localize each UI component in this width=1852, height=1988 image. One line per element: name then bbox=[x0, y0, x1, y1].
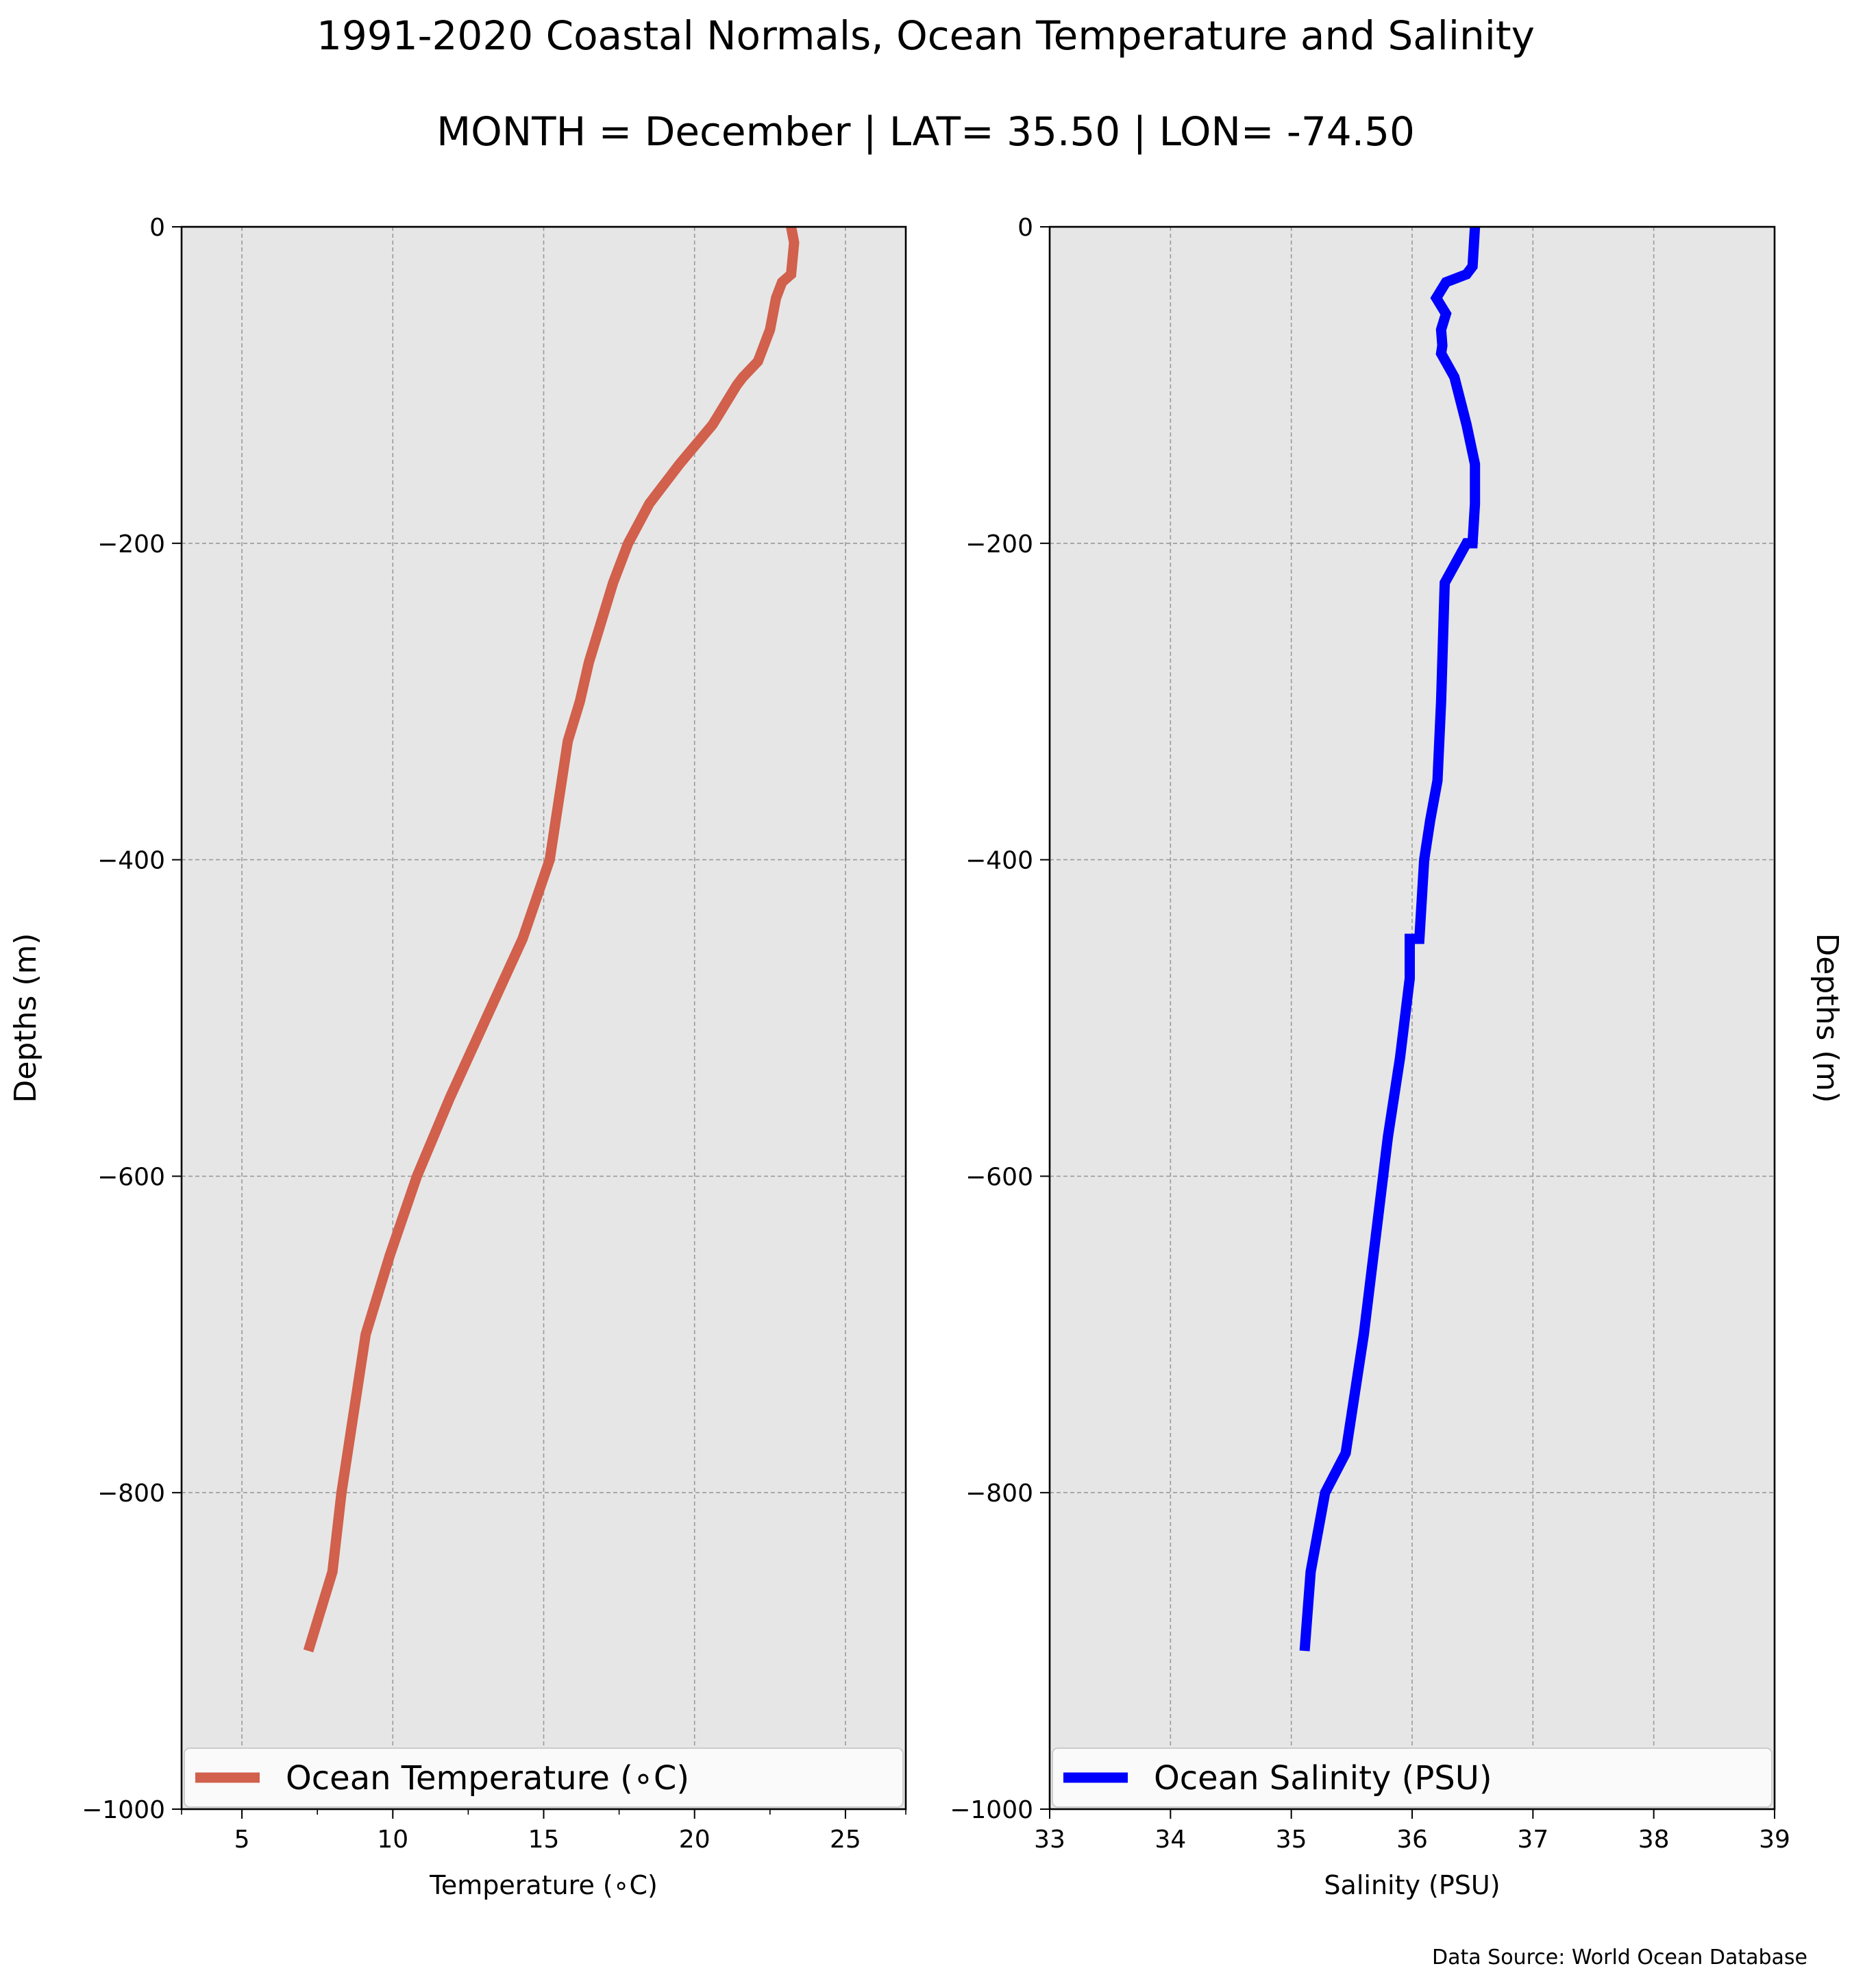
x-tick-label: 39 bbox=[1759, 1826, 1790, 1854]
series-line bbox=[303, 225, 800, 1653]
legend-box bbox=[184, 1747, 904, 1808]
legend-box bbox=[1052, 1747, 1773, 1808]
figure-subtitle: MONTH = December | LAT= 35.50 | LON= -74… bbox=[436, 108, 1415, 155]
y-tick-label: −200 bbox=[965, 530, 1033, 559]
figure-title: 1991-2020 Coastal Normals, Ocean Tempera… bbox=[317, 12, 1535, 59]
x-tick-label: 10 bbox=[377, 1826, 408, 1854]
y-axis-label: Depths (m) bbox=[8, 933, 43, 1103]
x-tick-label: 5 bbox=[234, 1826, 250, 1854]
y-tick-label: −200 bbox=[97, 530, 165, 559]
y-tick-label: −600 bbox=[965, 1163, 1033, 1191]
y-axis-label: Depths (m) bbox=[1810, 933, 1844, 1103]
x-tick-label: 37 bbox=[1517, 1826, 1548, 1854]
y-tick-label: −1000 bbox=[950, 1796, 1033, 1824]
y-tick-label: −1000 bbox=[82, 1796, 165, 1824]
legend-label: Ocean Temperature (∘C) bbox=[286, 1759, 689, 1797]
x-axis-label: Salinity (PSU) bbox=[1324, 1870, 1500, 1900]
x-tick-label: 38 bbox=[1638, 1826, 1670, 1854]
series-line bbox=[1299, 226, 1481, 1652]
x-tick-label: 34 bbox=[1155, 1826, 1186, 1854]
salinity-panel: 33 34 35 36 37 38 39 0 −200 −400 −600 −800 −1000 Sali… bbox=[950, 214, 1844, 1900]
x-tick-label: 36 bbox=[1396, 1826, 1428, 1854]
x-tick-label: 20 bbox=[679, 1826, 711, 1854]
y-tick-label: −600 bbox=[97, 1163, 165, 1191]
y-tick-label: −800 bbox=[965, 1480, 1033, 1508]
legend: Ocean Salinity (PSU) bbox=[1052, 1747, 1773, 1808]
y-tick-label: −800 bbox=[97, 1480, 165, 1508]
x-tick-label: 35 bbox=[1276, 1826, 1307, 1854]
x-axis-label: Temperature (∘C) bbox=[429, 1870, 658, 1900]
y-tick-label: −400 bbox=[97, 847, 165, 875]
y-tick-label: 0 bbox=[149, 214, 165, 242]
x-tick-label: 15 bbox=[528, 1826, 560, 1854]
data-source-note: Data Source: World Ocean Database bbox=[1432, 1946, 1807, 1969]
legend: Ocean Temperature (∘C) bbox=[184, 1747, 904, 1808]
x-tick-label: 33 bbox=[1034, 1826, 1065, 1854]
x-tick-label: 25 bbox=[830, 1826, 861, 1854]
temperature-panel: 5 10 15 20 25 0 −200 −400 −600 −800 −1000 Temperatu… bbox=[8, 214, 907, 1900]
legend-label: Ocean Salinity (PSU) bbox=[1154, 1759, 1492, 1797]
y-tick-label: −400 bbox=[965, 847, 1033, 875]
y-tick-label: 0 bbox=[1017, 214, 1033, 242]
